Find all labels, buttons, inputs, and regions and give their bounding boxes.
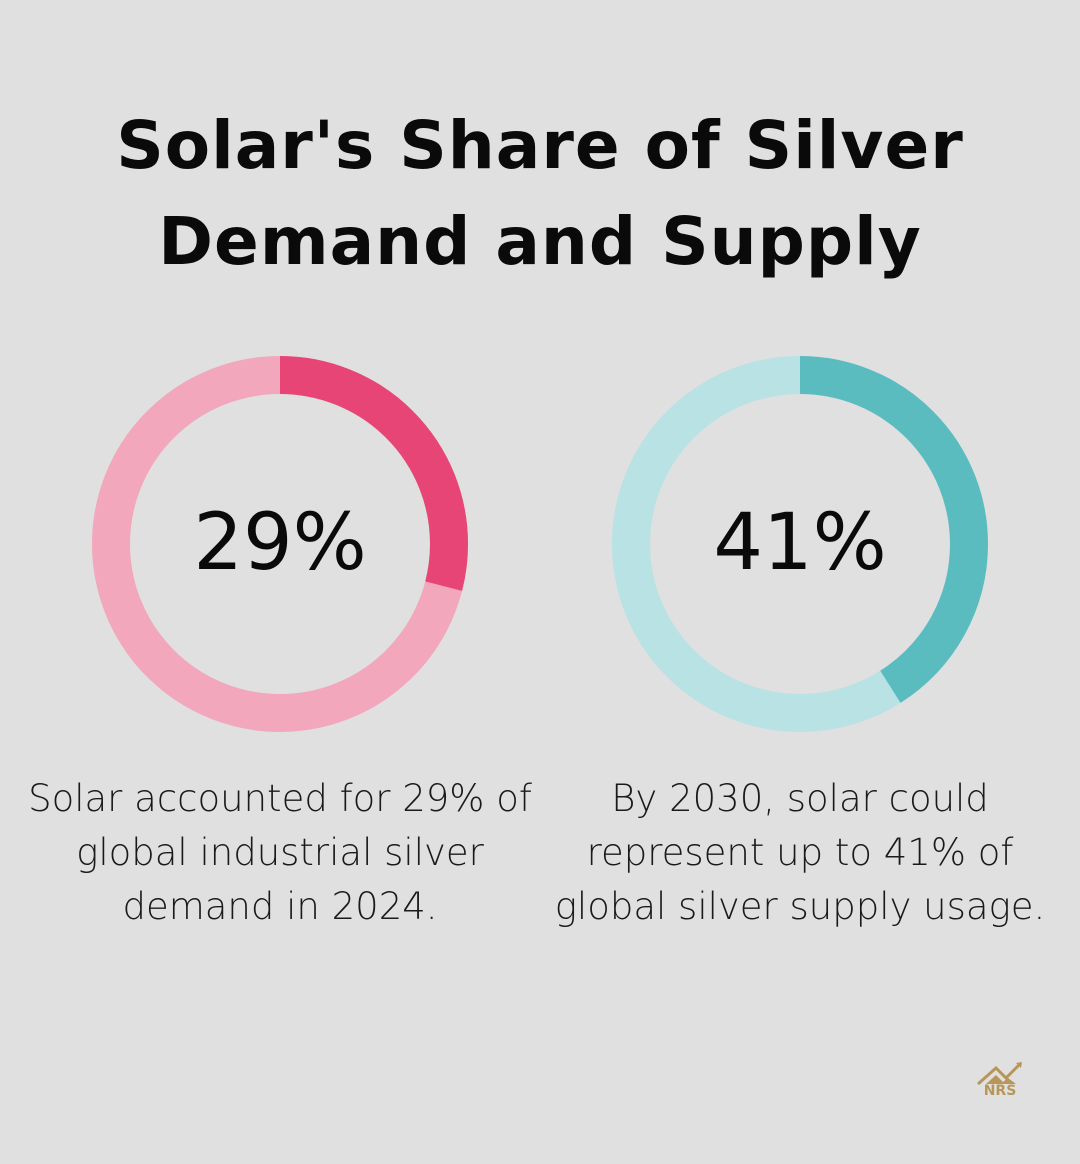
donut-chart-solar-supply [612,356,988,732]
donut-description: Solar accounted for 29% of global indust… [28,777,532,928]
title-line: Demand and Supply [158,203,922,280]
donut-chart-solar-demand [92,356,468,732]
donut-label: 41% [713,498,887,588]
logo-text: NRS [983,1083,1017,1099]
donut-value-arc [92,356,468,732]
donut-label: 29% [193,498,367,588]
donut-description: By 2030, solar could represent up to 41%… [554,777,1046,928]
donut-value-arc [612,356,988,732]
title-line: Solar's Share of Silver [116,107,964,184]
page-title: Solar's Share of Silver Demand and Supply [0,98,1080,290]
nrs-logo-icon [977,1062,1022,1086]
